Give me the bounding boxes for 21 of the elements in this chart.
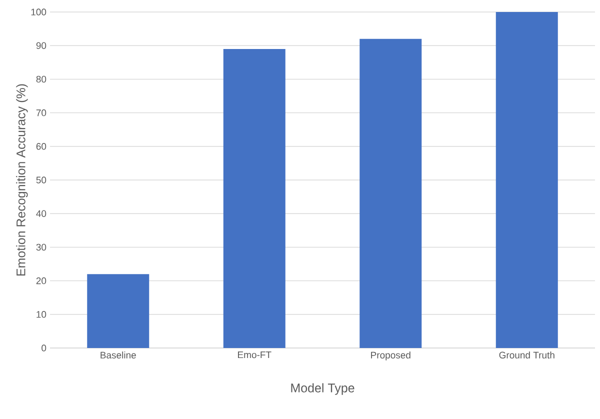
y-tick-label: 40 [36,210,46,217]
bar [496,12,558,348]
y-tick-label: 70 [36,109,46,116]
y-tick-label: 50 [36,176,46,184]
x-tick-label: Emo-FT [238,352,272,358]
bar [223,48,286,348]
bar [360,38,422,348]
y-tick-label: 10 [36,311,46,318]
bar [87,274,150,348]
y-tick-label: 20 [36,277,46,284]
y-tick-label: 100 [31,8,46,16]
x-tick-label: Ground Truth [499,352,554,358]
y-axis-title: Emotion Recognition Accuracy (%) [16,84,28,276]
x-axis-title: Model Type [291,383,354,395]
x-tick-label: Proposed [371,352,410,360]
y-tick-label: 90 [36,42,46,49]
y-tick-label: 0 [42,344,46,352]
y-tick-label: 80 [36,76,46,83]
x-tick-label: Baseline [100,352,136,358]
y-tick-label: 30 [36,244,46,251]
y-tick-label: 60 [36,143,46,150]
